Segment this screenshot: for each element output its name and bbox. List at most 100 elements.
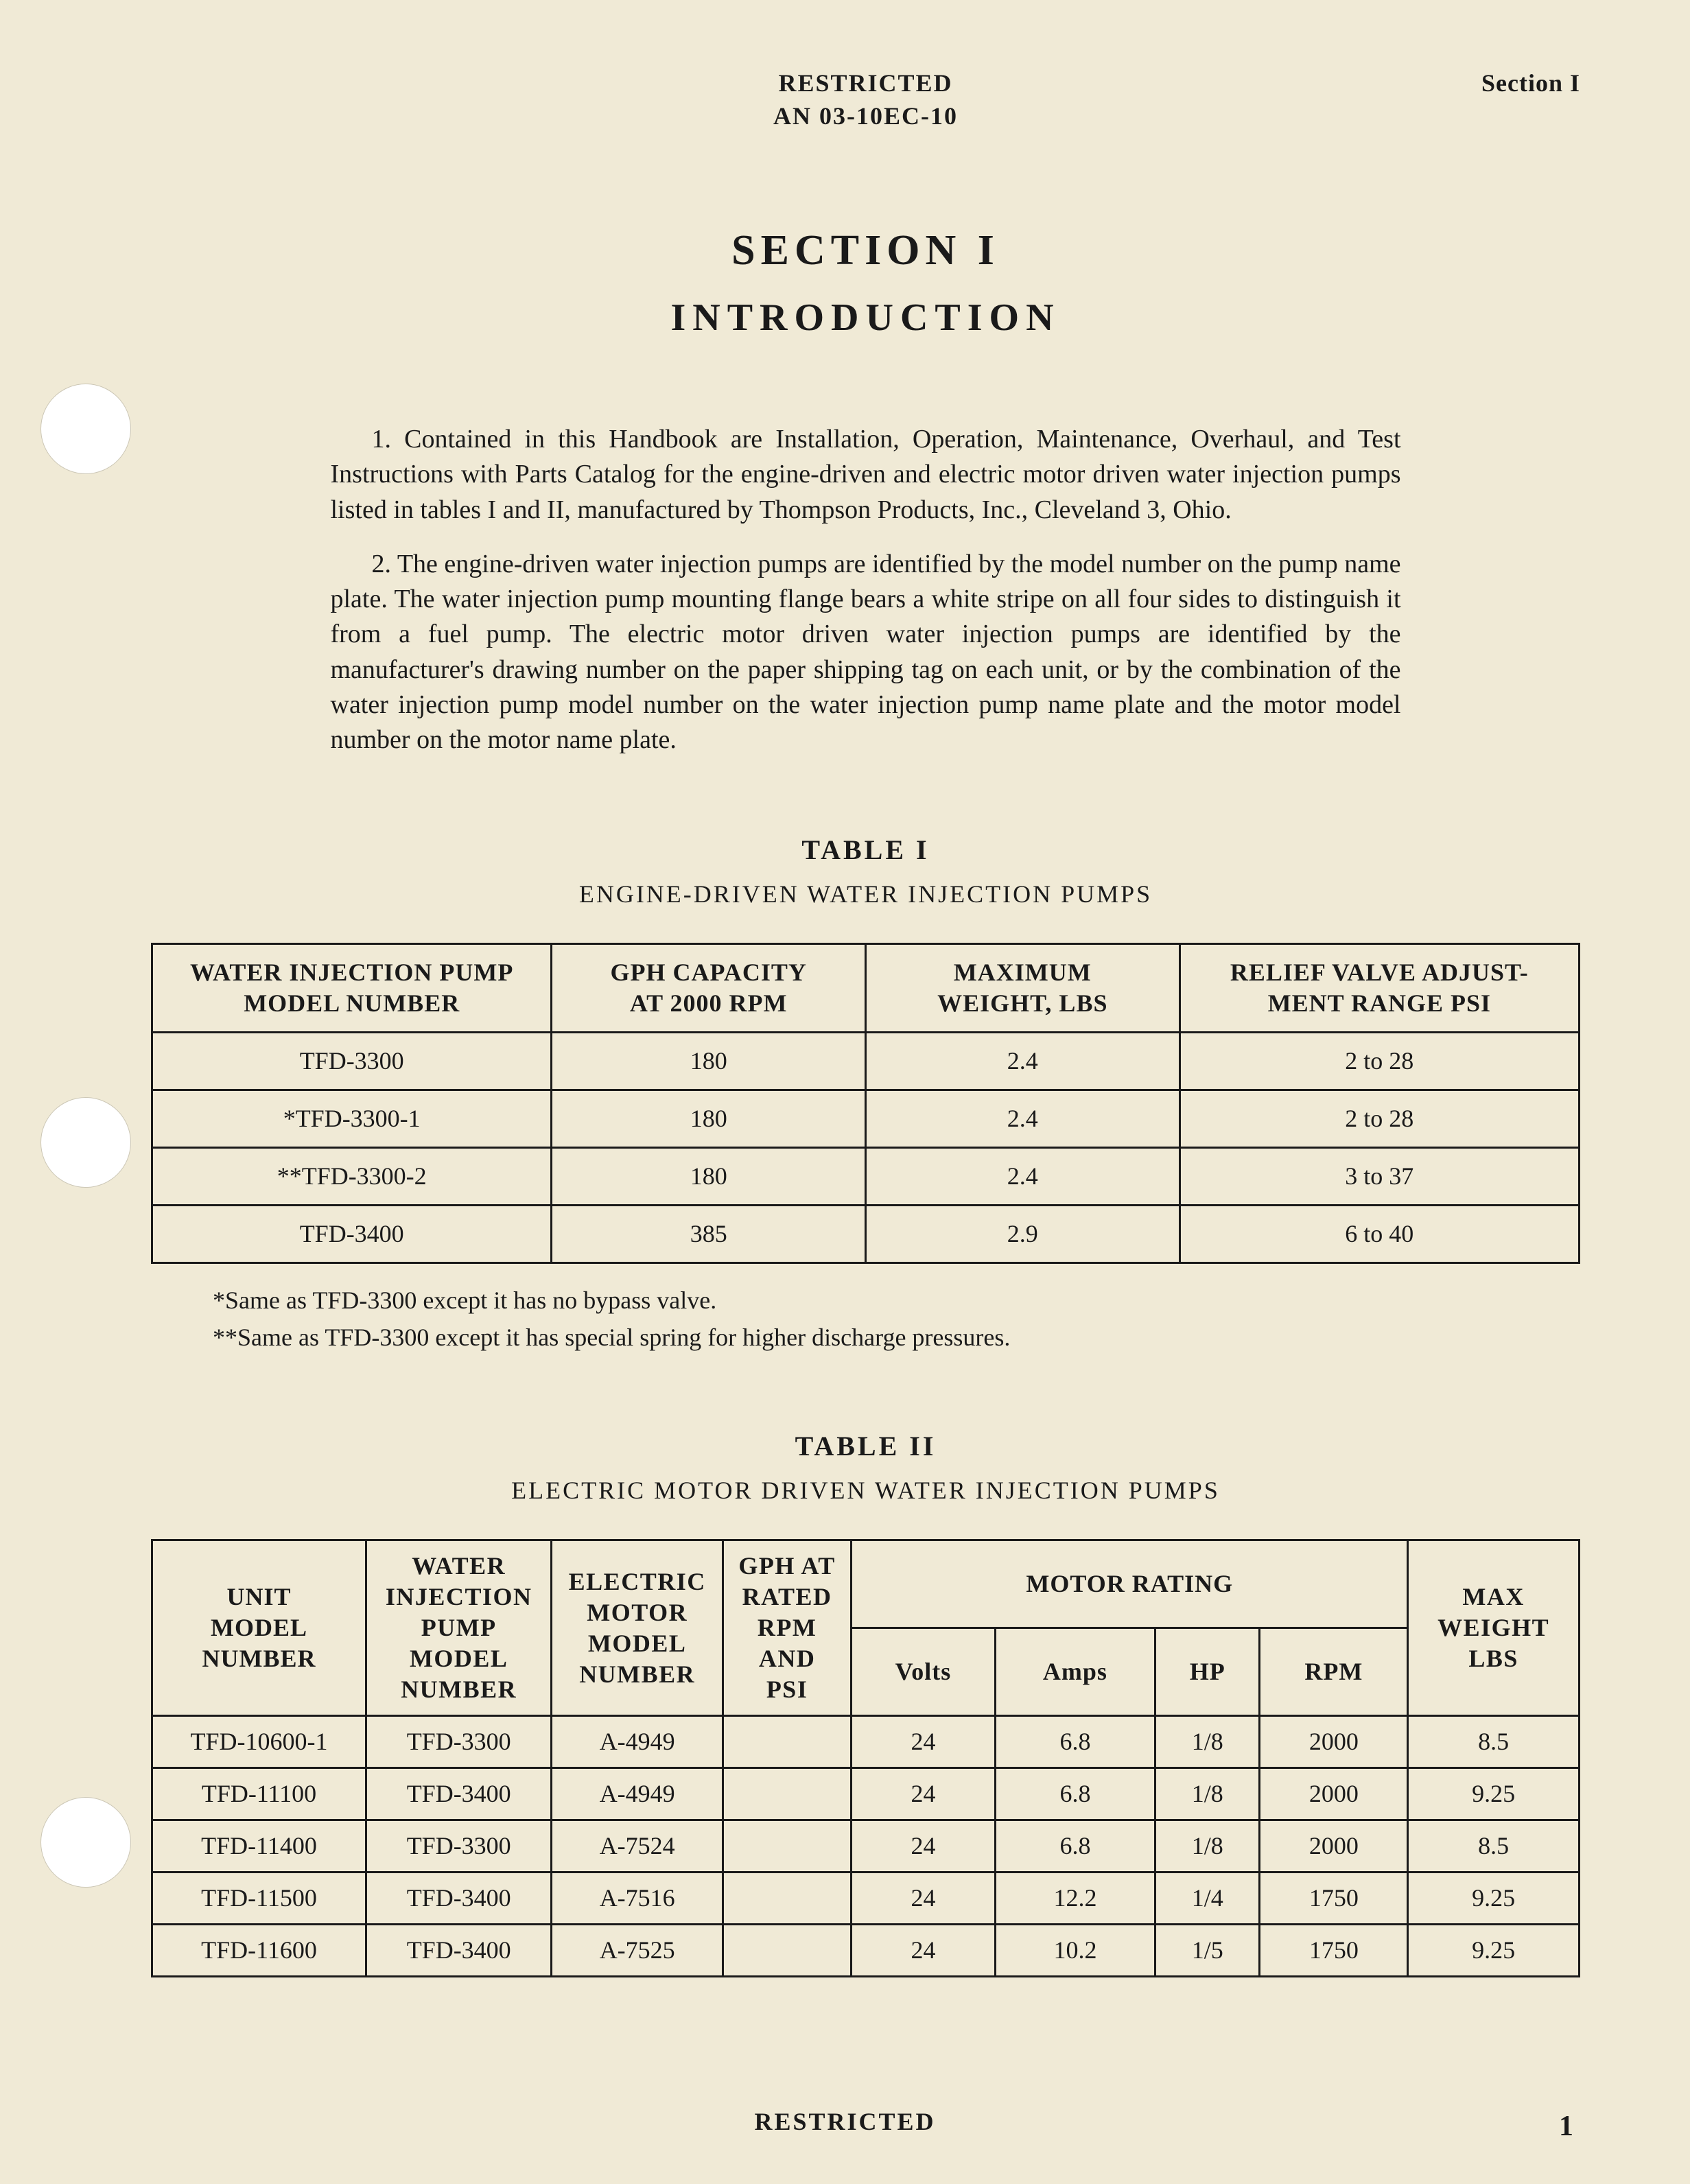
cell-wt: 9.25 <box>1408 1925 1580 1977</box>
cell-gph: 180 <box>552 1090 866 1147</box>
col-text: WATER <box>412 1552 506 1580</box>
cell-hp: 1/4 <box>1155 1872 1260 1925</box>
cell-wt: 2.4 <box>865 1090 1180 1147</box>
cell-unit: TFD-10600-1 <box>152 1716 366 1768</box>
cell-volts: 24 <box>852 1872 996 1925</box>
cell-hp: 1/5 <box>1155 1925 1260 1977</box>
table2-subtitle: ELECTRIC MOTOR DRIVEN WATER INJECTION PU… <box>151 1476 1580 1505</box>
cell-gph: 180 <box>552 1032 866 1090</box>
cell-wip: TFD-3400 <box>366 1768 552 1820</box>
col-text: NUMBER <box>401 1676 517 1703</box>
col-text: WATER INJECTION PUMP <box>190 959 513 986</box>
cell-wip: TFD-3400 <box>366 1925 552 1977</box>
section-title: SECTION I <box>151 226 1580 275</box>
cell-gph <box>723 1872 851 1925</box>
cell-volts: 24 <box>852 1820 996 1872</box>
table1-col-model: WATER INJECTION PUMP MODEL NUMBER <box>152 943 552 1032</box>
table2-col-motor-rating: MOTOR RATING <box>852 1540 1408 1628</box>
table1-col-gph: GPH CAPACITY AT 2000 RPM <box>552 943 866 1032</box>
restricted-bottom: RESTRICTED <box>0 2107 1690 2136</box>
cell-gph <box>723 1716 851 1768</box>
col-text: PUMP <box>421 1614 497 1641</box>
punch-hole-icon <box>41 1098 130 1187</box>
col-text: AT 2000 RPM <box>630 989 788 1017</box>
table2-col-rpm: RPM <box>1260 1628 1408 1716</box>
col-text: UNIT <box>226 1583 291 1610</box>
cell-gph <box>723 1768 851 1820</box>
cell-range: 2 to 28 <box>1180 1032 1579 1090</box>
cell-amps: 6.8 <box>995 1820 1155 1872</box>
cell-em: A-4949 <box>552 1768 723 1820</box>
table2-col-hp: HP <box>1155 1628 1260 1716</box>
table1-header-row: WATER INJECTION PUMP MODEL NUMBER GPH CA… <box>152 943 1580 1032</box>
cell-model: *TFD-3300-1 <box>152 1090 552 1147</box>
table2-col-amps: Amps <box>995 1628 1155 1716</box>
cell-wt: 2.9 <box>865 1205 1180 1263</box>
cell-amps: 6.8 <box>995 1768 1155 1820</box>
cell-wt: 8.5 <box>1408 1820 1580 1872</box>
table-row: *TFD-3300-1 180 2.4 2 to 28 <box>152 1090 1580 1147</box>
cell-wip: TFD-3300 <box>366 1716 552 1768</box>
doc-code: AN 03-10EC-10 <box>151 102 1580 130</box>
cell-gph: 180 <box>552 1147 866 1205</box>
header-row: RESTRICTED Section I <box>151 69 1580 97</box>
cell-amps: 6.8 <box>995 1716 1155 1768</box>
col-text: MODEL <box>410 1645 508 1672</box>
col-text: GPH AT <box>738 1552 835 1580</box>
table2-title: TABLE II <box>151 1430 1580 1462</box>
table1-col-range: RELIEF VALVE ADJUST- MENT RANGE PSI <box>1180 943 1579 1032</box>
col-text: WEIGHT <box>1437 1614 1549 1641</box>
cell-range: 2 to 28 <box>1180 1090 1579 1147</box>
table-row: TFD-11500 TFD-3400 A-7516 24 12.2 1/4 17… <box>152 1872 1580 1925</box>
paragraph-1: 1. Contained in this Handbook are Instal… <box>331 422 1401 528</box>
page-number: 1 <box>1559 2110 1573 2143</box>
cell-rpm: 1750 <box>1260 1872 1408 1925</box>
table-row: TFD-10600-1 TFD-3300 A-4949 24 6.8 1/8 2… <box>152 1716 1580 1768</box>
table2-col-volts: Volts <box>852 1628 996 1716</box>
cell-volts: 24 <box>852 1716 996 1768</box>
table-row: TFD-11100 TFD-3400 A-4949 24 6.8 1/8 200… <box>152 1768 1580 1820</box>
cell-wt: 9.25 <box>1408 1872 1580 1925</box>
table1-footnote-2: **Same as TFD-3300 except it has special… <box>213 1320 1580 1354</box>
cell-volts: 24 <box>852 1925 996 1977</box>
cell-wip: TFD-3400 <box>366 1872 552 1925</box>
table1-col-weight: MAXIMUM WEIGHT, LBS <box>865 943 1180 1032</box>
cell-rpm: 1750 <box>1260 1925 1408 1977</box>
cell-em: A-7516 <box>552 1872 723 1925</box>
cell-amps: 10.2 <box>995 1925 1155 1977</box>
cell-model: **TFD-3300-2 <box>152 1147 552 1205</box>
col-text: ELECTRIC <box>569 1568 706 1595</box>
cell-wt: 2.4 <box>865 1147 1180 1205</box>
cell-model: TFD-3400 <box>152 1205 552 1263</box>
punch-hole-icon <box>41 1798 130 1887</box>
col-text: AND <box>759 1645 816 1672</box>
cell-em: A-7525 <box>552 1925 723 1977</box>
cell-wt: 9.25 <box>1408 1768 1580 1820</box>
cell-wt: 8.5 <box>1408 1716 1580 1768</box>
restricted-top: RESTRICTED <box>778 69 952 97</box>
cell-gph <box>723 1820 851 1872</box>
cell-unit: TFD-11500 <box>152 1872 366 1925</box>
cell-em: A-4949 <box>552 1716 723 1768</box>
cell-unit: TFD-11100 <box>152 1768 366 1820</box>
cell-rpm: 2000 <box>1260 1820 1408 1872</box>
table1-footnote-1: *Same as TFD-3300 except it has no bypas… <box>213 1283 1580 1317</box>
table2-col-em: ELECTRIC MOTOR MODEL NUMBER <box>552 1540 723 1716</box>
cell-em: A-7524 <box>552 1820 723 1872</box>
table2: UNIT MODEL NUMBER WATER INJECTION PUMP M… <box>151 1539 1580 1977</box>
table-row: TFD-3300 180 2.4 2 to 28 <box>152 1032 1580 1090</box>
col-text: MENT RANGE PSI <box>1268 989 1491 1017</box>
col-text: NUMBER <box>202 1645 316 1672</box>
cell-wip: TFD-3300 <box>366 1820 552 1872</box>
punch-hole-icon <box>41 384 130 473</box>
table-row: TFD-11400 TFD-3300 A-7524 24 6.8 1/8 200… <box>152 1820 1580 1872</box>
col-text: MAXIMUM <box>954 959 1092 986</box>
cell-range: 6 to 40 <box>1180 1205 1579 1263</box>
col-text: MOTOR <box>587 1599 688 1626</box>
table2-col-unit: UNIT MODEL NUMBER <box>152 1540 366 1716</box>
table1-title: TABLE I <box>151 834 1580 866</box>
section-subtitle: INTRODUCTION <box>151 296 1580 340</box>
cell-amps: 12.2 <box>995 1872 1155 1925</box>
col-text: NUMBER <box>579 1660 695 1688</box>
table-row: TFD-3400 385 2.9 6 to 40 <box>152 1205 1580 1263</box>
